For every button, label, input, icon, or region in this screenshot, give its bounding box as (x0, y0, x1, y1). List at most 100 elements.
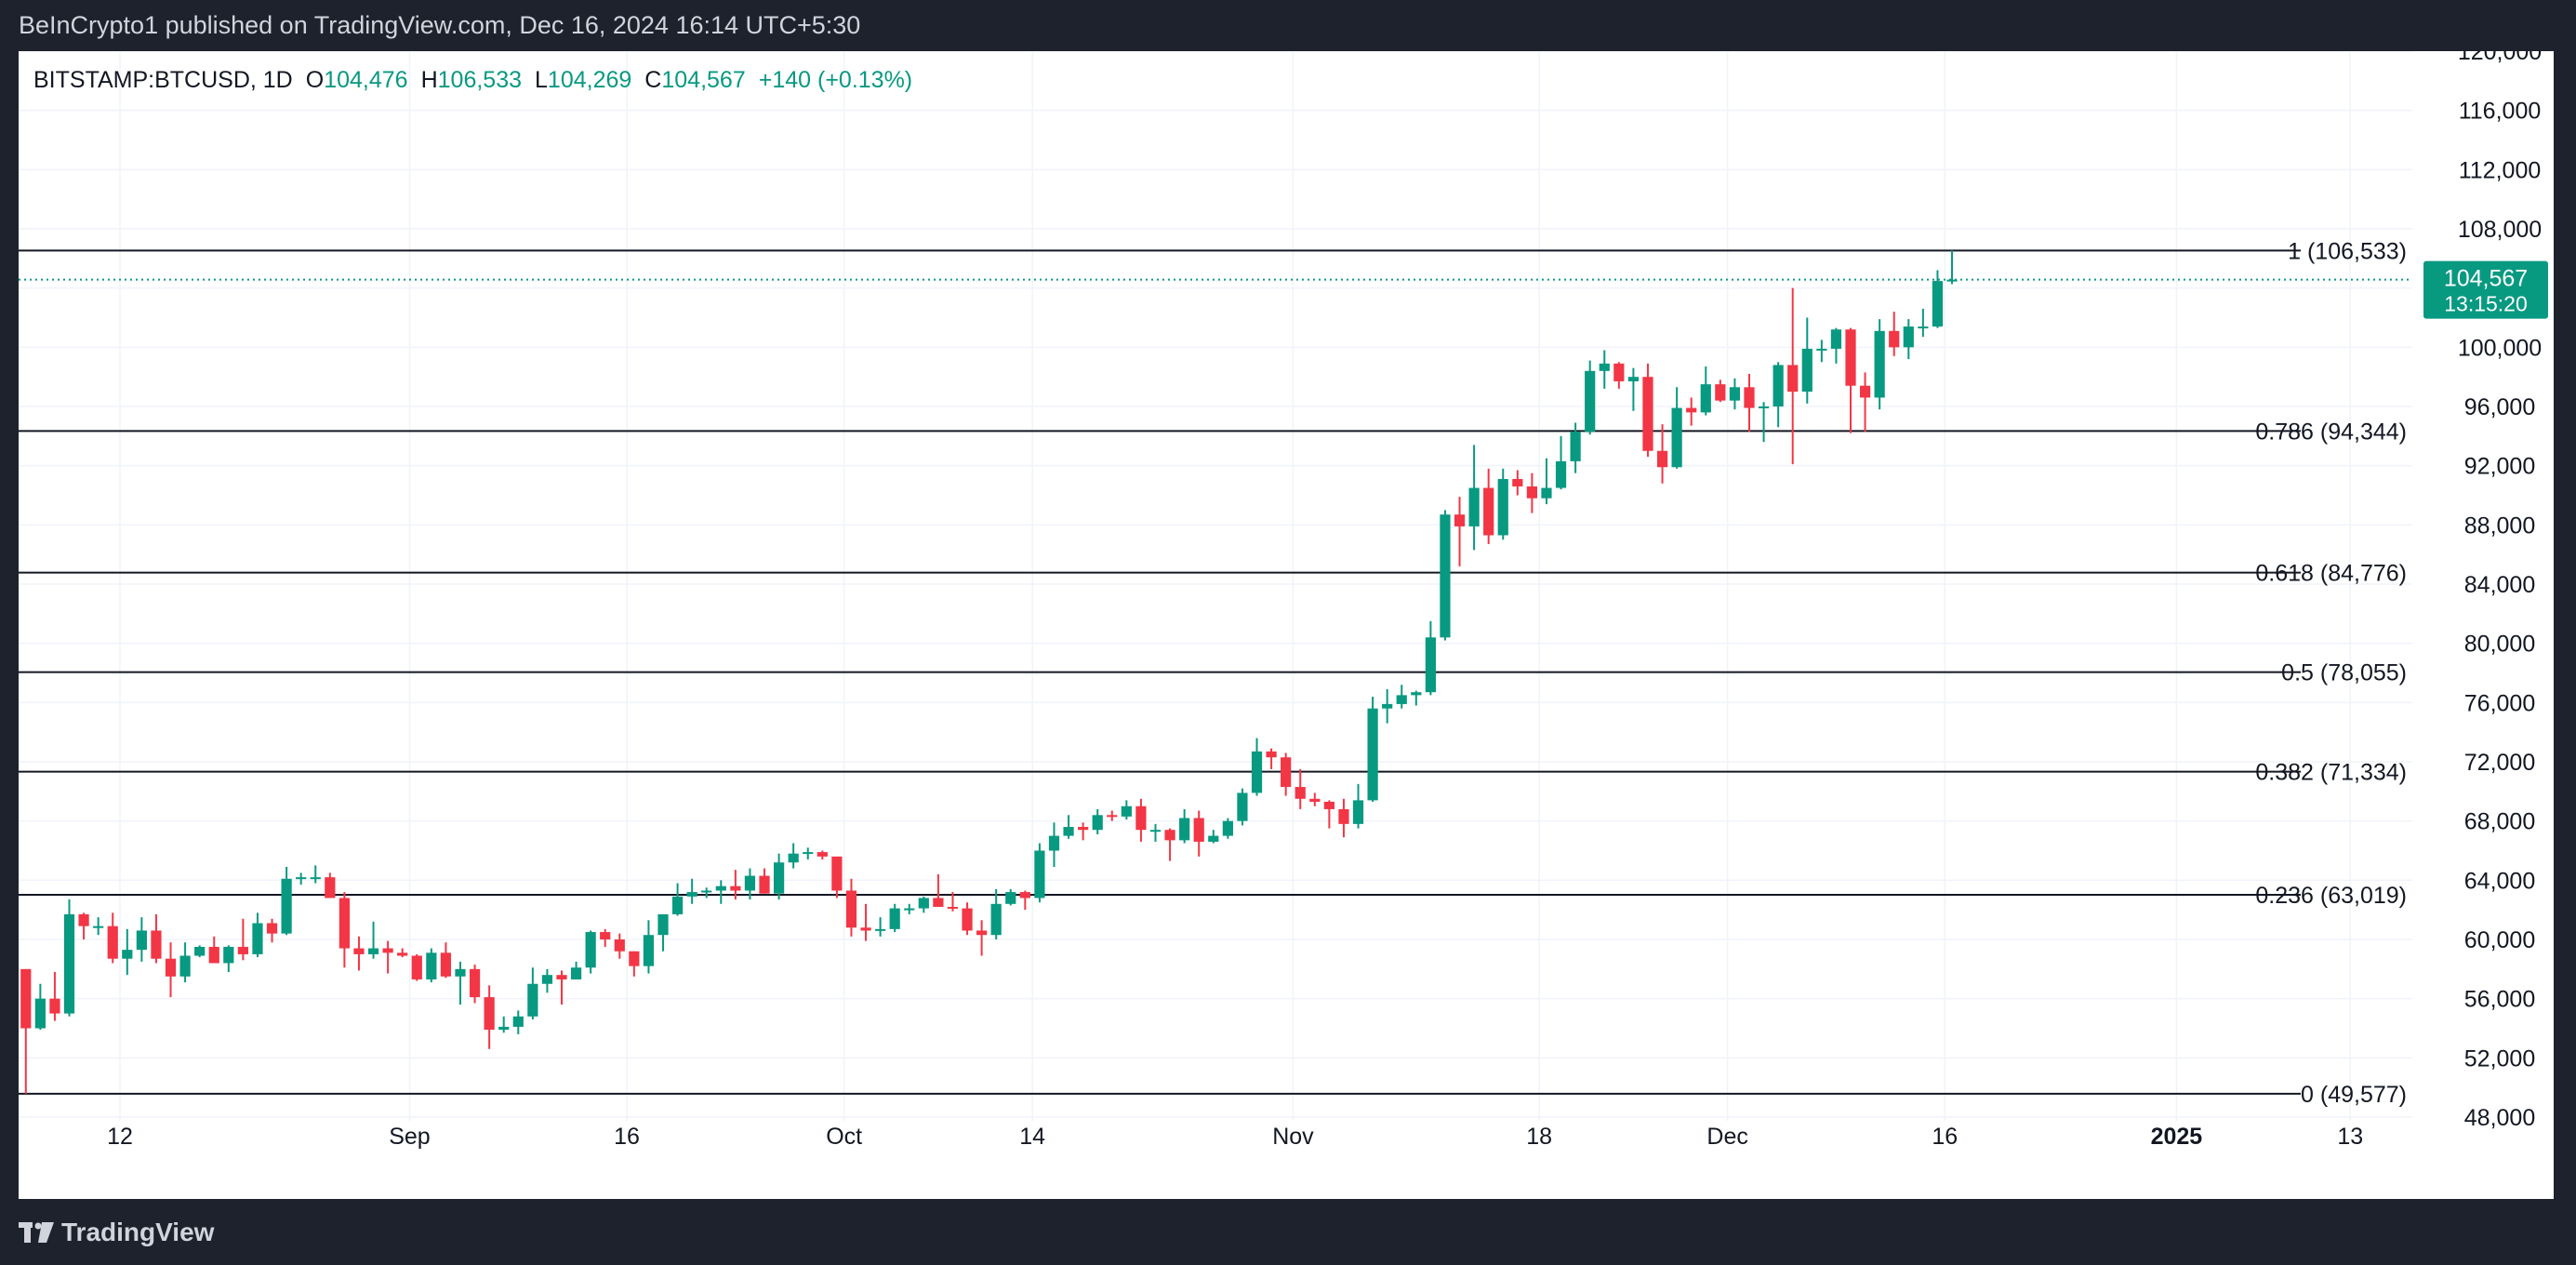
candle-up (1918, 326, 1929, 329)
candle-up (1570, 432, 1581, 461)
candle-down (1656, 450, 1668, 468)
time-axis-label: Oct (826, 1124, 862, 1150)
candle-down (469, 968, 481, 998)
candle-up (1497, 478, 1508, 536)
candle-up (1903, 326, 1914, 348)
candle-up (1830, 329, 1842, 349)
time-axis-label: Nov (1272, 1124, 1314, 1150)
candle-up (527, 983, 538, 1017)
price-axis-label: 116,000 (2459, 99, 2542, 125)
close-label: C (644, 67, 662, 93)
candle-down (411, 955, 422, 979)
price-axis-label: 52,000 (2464, 1045, 2535, 1072)
price-axis-label: 108,000 (2458, 217, 2542, 243)
candle-up (803, 852, 814, 855)
candle-up (1773, 365, 1784, 406)
price-axis-label: 48,000 (2464, 1105, 2535, 1131)
candle-up (1627, 377, 1640, 381)
candle-up (585, 932, 596, 968)
fib-level-label: 0 (49,577) (2301, 1082, 2407, 1108)
tradingview-logo-icon (19, 1222, 54, 1243)
candle-up (1367, 708, 1378, 801)
time-axis-label: Dec (1706, 1124, 1747, 1150)
candle-up (1801, 348, 1812, 393)
candle-up (122, 950, 133, 959)
candle-up (194, 946, 206, 956)
candle-down (1019, 892, 1030, 899)
price-chart[interactable]: 48,000 52,000 56,000 60,000 64,000 68,000 72,0… (19, 51, 2554, 1199)
candle-up (889, 908, 900, 929)
fib-level-label: 0.618 (84,776) (2255, 561, 2407, 587)
candle-down (49, 998, 60, 1014)
fib-level-label: 0.5 (78,055) (2281, 660, 2407, 686)
candle-down (1135, 806, 1147, 831)
price-axis-label: 120,000 (2458, 51, 2542, 65)
candle-up (1671, 407, 1682, 468)
candle-down (1323, 801, 1334, 809)
candle-up (1005, 892, 1016, 904)
tradingview-logo[interactable]: TradingView (19, 1216, 214, 1249)
fib-level-label: 1 (106,533) (2288, 238, 2407, 264)
candle-down (1483, 487, 1494, 536)
price-axis-label: 64,000 (2464, 868, 2535, 894)
candle-down (208, 946, 219, 964)
candle-down (1295, 787, 1306, 799)
candle-up (1816, 348, 1827, 351)
candle-up (643, 935, 655, 966)
candle-down (1107, 815, 1118, 818)
time-axis-label: Sep (389, 1124, 430, 1150)
candle-down (1164, 830, 1175, 841)
high-value: 106,533 (437, 67, 523, 93)
price-axis-label: 72,000 (2464, 750, 2535, 776)
candle-down (1454, 514, 1466, 526)
candle-down (20, 968, 32, 1029)
candle-up (1874, 330, 1885, 398)
candle-down (237, 946, 248, 954)
chart-panel[interactable]: 48,000 52,000 56,000 60,000 64,000 68,000 72,0… (19, 51, 2554, 1199)
price-axis-label: 112,000 (2459, 157, 2542, 183)
close-value: 104,567 (661, 67, 746, 93)
candle-up (1034, 850, 1045, 899)
time-axis-label: 14 (1019, 1124, 1045, 1150)
candle-up (671, 896, 684, 914)
candle-up (904, 908, 915, 911)
candle-up (498, 1026, 510, 1031)
candle-up (1758, 406, 1770, 408)
candle-down (382, 948, 393, 953)
candle-down (629, 951, 640, 966)
fib-level-label: 0.786 (94,344) (2255, 419, 2407, 445)
candle-up (657, 913, 669, 936)
candle-down (107, 925, 118, 959)
time-axis-label: 13 (2337, 1124, 2363, 1150)
candle-down (1281, 757, 1292, 788)
candle-up (1440, 514, 1451, 638)
price-axis-label: 76,000 (2464, 690, 2535, 716)
symbol-name[interactable]: BITSTAMP:BTCUSD, 1D (33, 67, 293, 93)
candle-up (252, 923, 263, 954)
candle-up (1585, 370, 1596, 433)
candle-up (1092, 815, 1103, 831)
candle-down (860, 927, 871, 931)
candle-up (1063, 827, 1074, 836)
price-badge-countdown: 13:15:20 (2444, 292, 2528, 316)
candle-up (34, 998, 46, 1029)
candle-down (1845, 329, 1856, 386)
symbol-legend: BITSTAMP:BTCUSD, 1D O104,476 H106,533 L104,… (33, 60, 912, 100)
price-axis-label: 84,000 (2464, 572, 2535, 598)
candle-down (1859, 385, 1871, 398)
price-axis-label: 92,000 (2464, 454, 2535, 480)
candle-down (976, 930, 988, 936)
candle-up (1149, 830, 1162, 832)
time-axis-label: 2025 (2151, 1124, 2203, 1150)
candle-down (1686, 407, 1697, 413)
price-axis-label: 80,000 (2464, 632, 2535, 658)
candle-up (1352, 800, 1364, 824)
candle-down (484, 997, 495, 1031)
candle-down (151, 930, 162, 959)
candle-down (1613, 363, 1625, 381)
candle-up (1729, 387, 1741, 401)
candle-up (367, 948, 379, 954)
footer-bar: TradingView (0, 1199, 2576, 1265)
candle-up (1425, 637, 1436, 693)
